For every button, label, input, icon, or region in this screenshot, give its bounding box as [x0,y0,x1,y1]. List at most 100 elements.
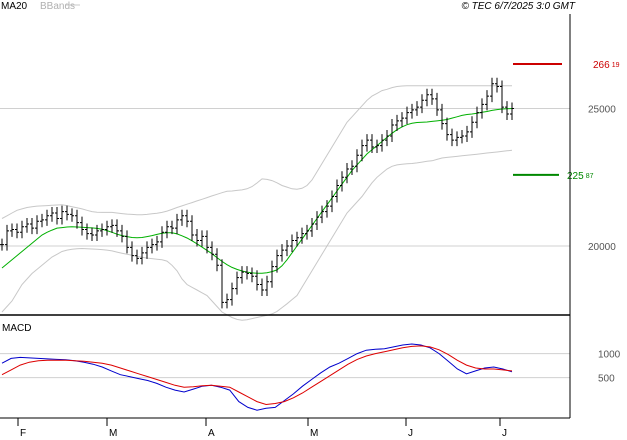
price-bar [505,101,509,121]
price-bar [185,209,189,228]
price-bar [435,92,439,116]
price-bar [265,275,269,297]
price-bar [25,217,29,233]
price-bar [365,134,369,152]
price-bar [30,217,34,235]
price-bar [215,248,219,272]
price-bar [190,215,194,242]
price-bar [135,249,139,265]
price-bar [165,220,169,239]
price-bar [385,129,389,147]
price-bar [400,112,404,127]
price-bar [275,249,279,273]
price-bar [295,231,299,247]
price-bar [245,266,249,280]
price-bar [65,205,69,221]
price-bar [490,77,494,103]
price-bar [430,88,434,105]
price-bar [0,238,4,251]
price-bar [220,259,224,309]
price-bar [20,220,24,239]
price-bar [50,206,54,222]
price-y-tick-label: 25000 [588,105,616,116]
price-bar [110,219,114,233]
price-bar [345,162,349,184]
bollinger-lower-line [1,149,513,321]
price-bar [500,80,504,114]
price-bar [320,205,324,224]
price-bar [405,106,409,125]
price-bar [210,241,214,261]
x-axis-tick-label: M [109,428,117,439]
price-bar [175,213,179,235]
price-bar [200,230,204,247]
price-bar [150,238,154,254]
price-bar [465,125,469,143]
macd-y-tick-label: 500 [598,374,615,385]
price-bar [355,149,359,173]
price-bar [140,246,144,265]
price-bar [420,94,424,114]
price-bar [415,101,419,116]
price-bar [425,88,429,107]
price-bar [285,239,289,257]
bollinger-upper-line [1,85,512,219]
macd-panel: 500 1000 MACD [0,323,621,411]
price-bar [445,117,449,141]
price-bar [235,271,239,295]
price-bar [250,267,254,283]
price-bar [80,216,84,236]
price-bar [460,129,464,144]
copyright-text: © TEC 6/7/2025 3:0 GMT [461,1,575,12]
price-bar [300,227,304,244]
price-bar [325,200,329,218]
x-axis-tick-label: J [408,428,413,439]
price-bar [35,215,39,235]
legend-bbands: BBands [40,1,75,12]
price-bar [450,128,454,147]
price-bar [310,217,314,237]
price-bar [455,131,459,147]
price-bar [335,179,339,203]
price-bar [170,220,174,235]
price-y-tick-label: 20000 [588,242,616,253]
price-panel: 266 19 225 87 20000 25000 [0,60,620,321]
macd-title: MACD [2,323,31,334]
price-bar [100,223,104,237]
price-bar [180,209,184,226]
price-bar [305,224,309,240]
support-label: 225 87 [567,171,594,182]
price-bar [85,223,89,240]
price-bar [115,219,119,237]
price-bar [410,103,414,119]
price-bar [90,227,94,242]
price-bar [270,260,274,288]
price-bar [510,102,514,121]
legend-ma20: MA20 [1,1,28,12]
price-bar [380,134,384,152]
price-bar [230,282,234,306]
price-bar [45,209,49,226]
price-bar [470,116,474,138]
price-bar [375,139,379,154]
macd-signal-line [1,345,513,406]
price-bar [205,230,209,254]
price-bar [495,77,499,93]
price-bar [75,209,79,229]
price-bar [390,118,394,143]
price-bar [260,278,264,297]
price-bar [155,235,159,251]
x-axis-tick-label: A [208,428,215,439]
price-bar [10,223,14,237]
price-bar [95,224,99,242]
price-bar [120,224,124,243]
price-bar [160,226,164,248]
price-bar [105,220,109,236]
price-bar [485,90,489,111]
price-bar [240,266,244,284]
price-bar [40,213,44,228]
price-bar [125,230,129,254]
price-bar [15,223,19,239]
price-bar [280,244,284,262]
